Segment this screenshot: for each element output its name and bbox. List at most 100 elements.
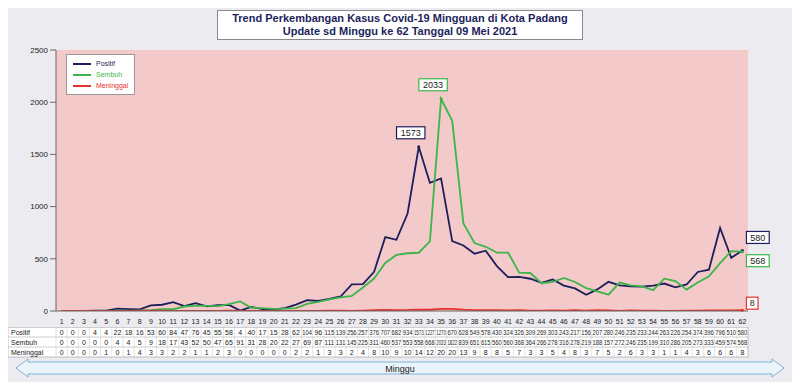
svg-text:580: 580 <box>750 233 765 243</box>
svg-text:12: 12 <box>180 318 188 325</box>
svg-text:682: 682 <box>392 329 402 336</box>
svg-text:53: 53 <box>147 329 155 336</box>
svg-text:9: 9 <box>473 349 477 356</box>
svg-text:1: 1 <box>662 349 666 356</box>
svg-text:3: 3 <box>327 349 331 356</box>
svg-text:537: 537 <box>392 339 402 346</box>
svg-text:1500: 1500 <box>30 150 48 159</box>
svg-text:4: 4 <box>115 339 119 346</box>
svg-text:2: 2 <box>350 349 354 356</box>
svg-text:23: 23 <box>303 318 311 325</box>
svg-text:87: 87 <box>314 339 322 346</box>
svg-text:8: 8 <box>750 298 755 308</box>
svg-text:49: 49 <box>593 318 601 325</box>
svg-text:131: 131 <box>336 339 346 346</box>
svg-text:15: 15 <box>270 329 278 336</box>
svg-text:3: 3 <box>651 349 655 356</box>
svg-text:280: 280 <box>604 329 614 336</box>
svg-text:1: 1 <box>673 349 677 356</box>
svg-text:115: 115 <box>325 329 335 336</box>
svg-text:16: 16 <box>225 318 233 325</box>
svg-text:1: 1 <box>205 349 209 356</box>
svg-text:51: 51 <box>616 318 624 325</box>
svg-text:254: 254 <box>682 329 692 336</box>
svg-text:4: 4 <box>685 349 689 356</box>
svg-text:157: 157 <box>604 339 614 346</box>
svg-text:62: 62 <box>292 329 300 336</box>
svg-text:Sembuh: Sembuh <box>11 339 37 346</box>
svg-text:28: 28 <box>281 329 289 336</box>
svg-text:39: 39 <box>482 318 490 325</box>
svg-text:8: 8 <box>372 349 376 356</box>
svg-text:6: 6 <box>718 349 722 356</box>
svg-text:6: 6 <box>629 349 633 356</box>
svg-text:1000: 1000 <box>30 202 48 211</box>
svg-text:30: 30 <box>381 318 389 325</box>
svg-text:235: 235 <box>626 329 636 336</box>
svg-text:0: 0 <box>71 349 75 356</box>
svg-text:6: 6 <box>729 349 733 356</box>
svg-text:53: 53 <box>638 318 646 325</box>
svg-text:8: 8 <box>138 318 142 325</box>
svg-text:40: 40 <box>247 329 255 336</box>
svg-text:310: 310 <box>659 339 669 346</box>
svg-text:8: 8 <box>740 349 744 356</box>
svg-text:16: 16 <box>136 329 144 336</box>
svg-text:303: 303 <box>548 329 558 336</box>
svg-text:76: 76 <box>192 329 200 336</box>
svg-text:9: 9 <box>394 349 398 356</box>
svg-text:52: 52 <box>192 339 200 346</box>
svg-text:0: 0 <box>249 349 253 356</box>
svg-text:145: 145 <box>347 339 357 346</box>
svg-text:1: 1 <box>60 318 64 325</box>
svg-text:374: 374 <box>693 329 703 336</box>
svg-text:266: 266 <box>537 339 547 346</box>
svg-text:553: 553 <box>403 339 413 346</box>
svg-text:59: 59 <box>705 318 713 325</box>
svg-text:45: 45 <box>203 329 211 336</box>
svg-text:34: 34 <box>426 318 434 325</box>
svg-text:396: 396 <box>704 329 714 336</box>
svg-text:61: 61 <box>727 318 735 325</box>
svg-text:26: 26 <box>337 318 345 325</box>
svg-text:Minggu: Minggu <box>385 364 415 374</box>
svg-text:20: 20 <box>270 318 278 325</box>
svg-text:311: 311 <box>369 339 379 346</box>
svg-text:263: 263 <box>659 329 669 336</box>
svg-text:257: 257 <box>358 329 368 336</box>
svg-text:14: 14 <box>203 318 211 325</box>
svg-text:6: 6 <box>115 318 119 325</box>
svg-text:60: 60 <box>158 329 166 336</box>
svg-text:207: 207 <box>592 329 602 336</box>
svg-text:549: 549 <box>470 329 480 336</box>
svg-text:Positif: Positif <box>11 329 30 336</box>
svg-text:9: 9 <box>149 339 153 346</box>
svg-text:60: 60 <box>716 318 724 325</box>
svg-text:333: 333 <box>704 339 714 346</box>
svg-text:0: 0 <box>272 349 276 356</box>
svg-text:43: 43 <box>526 318 534 325</box>
svg-text:256: 256 <box>347 329 357 336</box>
svg-text:0: 0 <box>82 329 86 336</box>
svg-text:96: 96 <box>314 329 322 336</box>
svg-text:45: 45 <box>549 318 557 325</box>
svg-text:12: 12 <box>426 349 434 356</box>
svg-text:4: 4 <box>93 318 97 325</box>
svg-text:17: 17 <box>259 329 267 336</box>
svg-text:25: 25 <box>326 318 334 325</box>
svg-text:278: 278 <box>570 339 580 346</box>
svg-text:560: 560 <box>503 339 513 346</box>
svg-text:560: 560 <box>492 339 502 346</box>
svg-text:40: 40 <box>493 318 501 325</box>
svg-text:20: 20 <box>270 339 278 346</box>
svg-text:188: 188 <box>592 339 602 346</box>
svg-text:4: 4 <box>138 349 142 356</box>
svg-text:2000: 2000 <box>30 98 48 107</box>
svg-text:2: 2 <box>71 318 75 325</box>
svg-text:4: 4 <box>562 349 566 356</box>
svg-text:0: 0 <box>261 349 265 356</box>
svg-text:286: 286 <box>671 339 681 346</box>
svg-text:31: 31 <box>247 339 255 346</box>
svg-text:22: 22 <box>281 339 289 346</box>
svg-text:3: 3 <box>640 349 644 356</box>
